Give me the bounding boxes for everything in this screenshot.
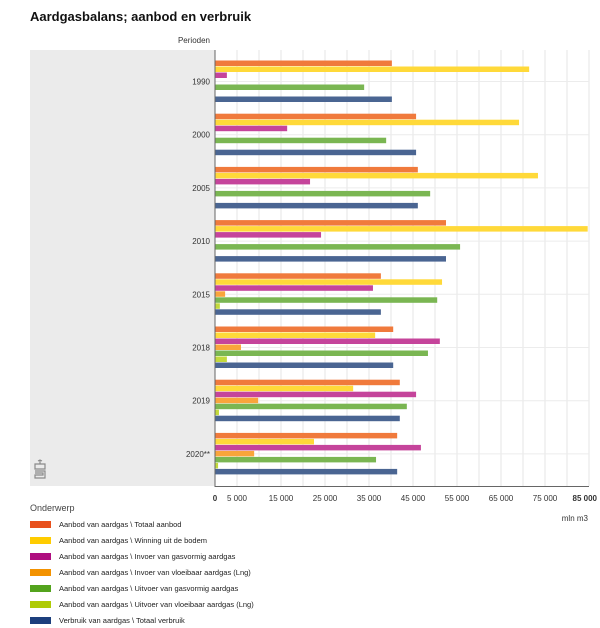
x-tick-label: 5 000 [227,494,248,503]
bar-2019-series-6[interactable] [215,409,219,416]
bar-2005-series-3[interactable] [215,178,311,185]
legend-swatch [30,616,51,624]
bar-2000-series-7[interactable] [215,149,417,156]
chart-title: Aardgasbalans; aanbod en verbruik [30,9,252,24]
legend-item[interactable]: Aanbod van aardgas \ Uitvoer van vloeiba… [30,596,254,612]
category-axis-header: Perioden [177,36,210,45]
bar-chart: 1990 2000 2005 2010 2015 2018 2019 2020** 0 5 00… [186,50,598,503]
bar-2019-series-4[interactable] [215,397,259,404]
category-label: 2020** [186,450,210,459]
x-axis-unit-label: mln m3 [561,514,588,523]
bar-2010-series-5[interactable] [215,244,461,250]
legend-title: Onderwerp [30,503,75,513]
legend-swatch [30,600,51,608]
bar-2015-series-6[interactable] [215,303,220,309]
legend-label: Aanbod van aardgas \ Totaal aanbod [59,519,182,529]
legend-item[interactable]: Aanbod van aardgas \ Invoer van gasvormi… [30,548,254,564]
x-tick-label: 55 000 [445,494,470,503]
bar-1990-series-1[interactable] [215,60,392,67]
bar-2010-series-7[interactable] [215,256,447,262]
bar-2019-series-2[interactable] [215,385,354,392]
x-tick-labels: 0 5 000 15 000 25 000 35 000 45 000 55 000 65 0… [213,494,598,503]
bar-2020-series-1[interactable] [215,432,398,439]
bar-2019-series-3[interactable] [215,391,417,398]
x-tick-label: 0 [213,494,218,503]
category-label: 2010 [192,237,210,246]
bar-2000-series-2[interactable] [215,119,520,126]
x-tick-label: 65 000 [489,494,514,503]
bar-1990-series-7[interactable] [215,96,392,103]
bar-2015-series-7[interactable] [215,309,381,315]
x-tick-label: 35 000 [357,494,382,503]
bar-2005-series-1[interactable] [215,166,418,173]
bar-2019-series-7[interactable] [215,415,400,422]
bar-2000-series-3[interactable] [215,125,288,132]
bar-2015-series-1[interactable] [215,273,381,279]
bar-2005-series-7[interactable] [215,202,418,209]
bar-2000-series-1[interactable] [215,113,417,120]
legend-label: Aanbod van aardgas \ Winning uit de bode… [59,535,208,545]
bar-2018-series-6[interactable] [215,356,227,363]
bar-2020-series-7[interactable] [215,468,398,475]
bar-2019-series-5[interactable] [215,403,407,410]
bar-2018-series-5[interactable] [215,350,428,357]
category-label: 2019 [192,397,210,406]
bar-2018-series-1[interactable] [215,326,394,333]
bar-2005-series-5[interactable] [215,190,431,197]
category-label: 2015 [192,290,210,299]
legend-item[interactable]: Aanbod van aardgas \ Winning uit de bode… [30,532,254,548]
bar-2018-series-2[interactable] [215,332,376,339]
legend-label: Aanbod van aardgas \ Uitvoer van vloeiba… [59,599,254,609]
bar-1990-series-3[interactable] [215,72,227,79]
legend-swatch [30,568,51,576]
legend-swatch [30,536,51,544]
legend-swatch [30,520,51,528]
bar-2018-series-7[interactable] [215,362,394,369]
bar-2019-series-1[interactable] [215,379,400,386]
bar-1990-series-5[interactable] [215,84,365,91]
category-label-panel [30,50,215,486]
x-tick-label: 85 000 [573,494,598,503]
x-tick-label: 45 000 [401,494,426,503]
category-label: 2005 [192,184,210,193]
bar-2015-series-5[interactable] [215,297,438,303]
category-label: 2000 [192,131,210,140]
bar-2000-series-5[interactable] [215,137,387,144]
legend-label: Aanbod van aardgas \ Uitvoer van gasvorm… [59,583,239,593]
bar-2020-series-6[interactable] [215,462,219,469]
legend-item[interactable]: Verbruik van aardgas \ Totaal verbruik [30,612,254,628]
legend: Onderwerp Aanbod van aardgas \ Totaal aa… [30,503,254,628]
bar-2010-series-1[interactable] [215,220,447,226]
bar-1990-series-2[interactable] [215,66,530,73]
bar-2020-series-3[interactable] [215,444,421,451]
x-tick-label: 25 000 [313,494,338,503]
category-labels: 1990 2000 2005 2010 2015 2018 2019 2020** [186,78,211,459]
bar-2015-series-3[interactable] [215,285,373,291]
x-tick-label: 15 000 [269,494,294,503]
cbs-logo-icon [34,459,46,479]
bar-2015-series-2[interactable] [215,279,443,285]
category-label: 1990 [192,78,210,87]
bar-2010-series-2[interactable] [215,226,588,232]
bar-2020-series-2[interactable] [215,438,315,445]
legend-swatch [30,552,51,560]
bar-2010-series-3[interactable] [215,232,322,238]
bar-2020-series-4[interactable] [215,450,255,457]
legend-item[interactable]: Aanbod van aardgas \ Totaal aanbod [30,516,254,532]
legend-label: Aanbod van aardgas \ Invoer van vloeibaa… [59,567,251,577]
legend-label: Aanbod van aardgas \ Invoer van gasvormi… [59,551,236,561]
bars [215,60,588,475]
legend-label: Verbruik van aardgas \ Totaal verbruik [59,615,185,625]
x-tick-label: 75 000 [533,494,558,503]
legend-item[interactable]: Aanbod van aardgas \ Invoer van vloeibaa… [30,564,254,580]
bar-2015-series-4[interactable] [215,291,226,297]
category-label: 2018 [192,344,210,353]
bar-2018-series-3[interactable] [215,338,440,345]
legend-item[interactable]: Aanbod van aardgas \ Uitvoer van gasvorm… [30,580,254,596]
bar-2020-series-5[interactable] [215,456,377,463]
bar-2018-series-4[interactable] [215,344,241,351]
bar-2005-series-2[interactable] [215,172,538,179]
legend-swatch [30,584,51,592]
